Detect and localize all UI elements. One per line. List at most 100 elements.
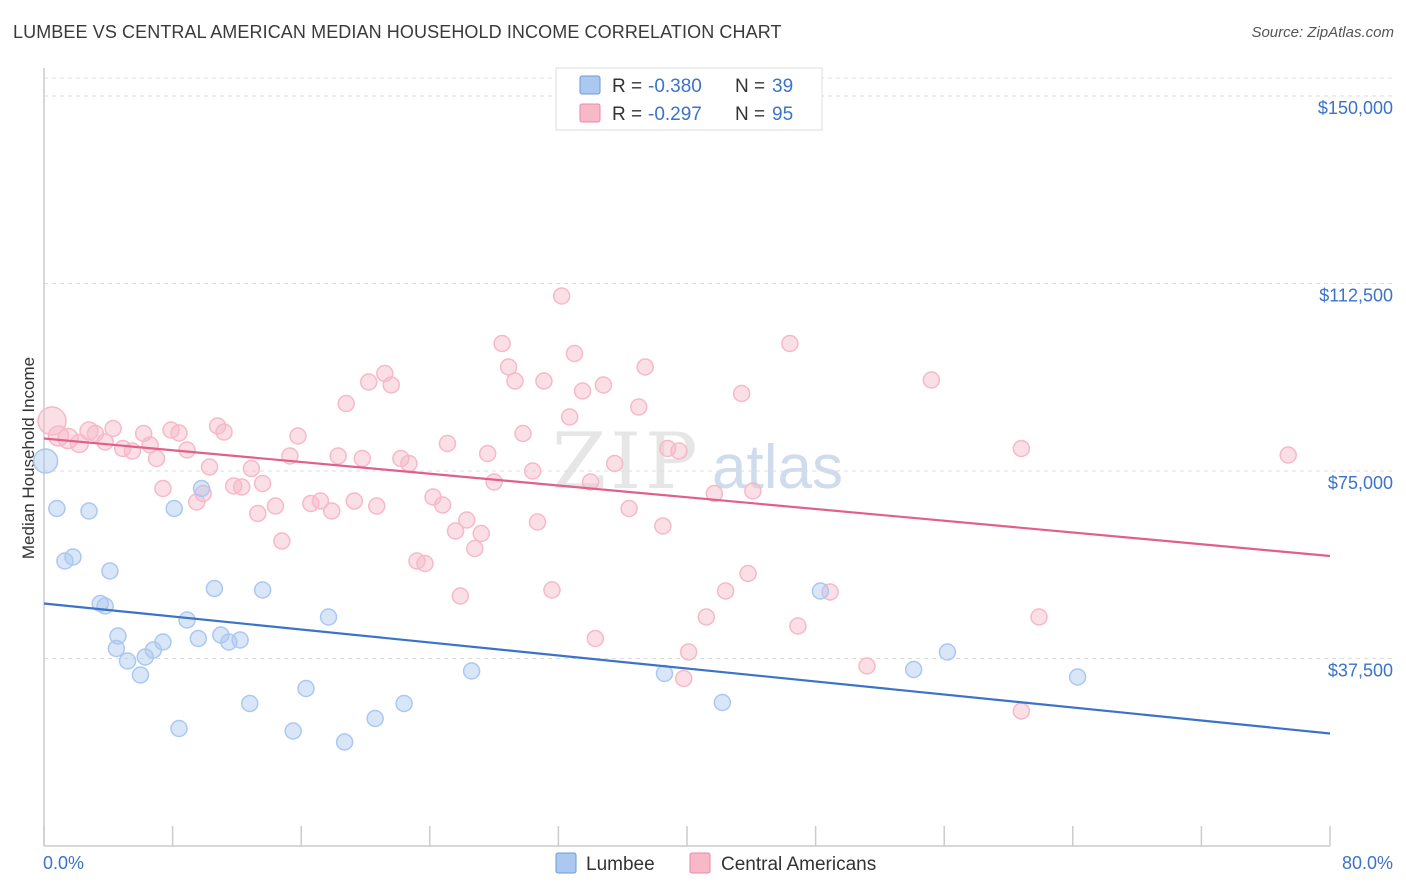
- legend-swatch-central-americans: [579, 103, 601, 123]
- y-tick-labels: $37,500 $75,000 $112,500 $150,000: [1318, 98, 1393, 681]
- data-point-lumbee: [713, 693, 732, 712]
- legend-top: R = -0.380 N = 39 R = -0.297 N = 95: [555, 67, 823, 131]
- data-point-lumbee: [109, 627, 127, 645]
- y-tick-label: $112,500: [1319, 286, 1393, 306]
- data-point-lumbee: [1068, 668, 1087, 686]
- data-point-lumbee: [32, 448, 59, 474]
- data-point-central-americans: [789, 617, 807, 635]
- data-point-central-americans: [451, 587, 470, 605]
- data-point-central-americans: [594, 376, 613, 394]
- data-point-central-americans: [499, 358, 518, 376]
- data-point-central-americans: [266, 497, 285, 515]
- y-tick-label: $37,500: [1328, 661, 1393, 681]
- legend-n-label-lumbee: N =: [735, 76, 765, 97]
- legend-swatch-lumbee: [579, 75, 601, 95]
- data-point-central-americans: [170, 424, 188, 442]
- watermark: ZIP atlas: [552, 417, 843, 507]
- data-point-central-americans: [400, 454, 418, 473]
- data-point-lumbee: [319, 608, 338, 626]
- data-point-lumbee: [205, 579, 224, 598]
- data-point-lumbee: [107, 639, 126, 658]
- data-point-central-americans: [416, 554, 434, 573]
- data-point-central-americans: [697, 608, 716, 626]
- data-point-central-americans: [232, 478, 251, 496]
- data-point-central-americans: [104, 419, 122, 438]
- data-point-lumbee: [154, 633, 172, 651]
- data-point-central-americans: [289, 427, 307, 445]
- data-point-central-americans: [858, 657, 876, 675]
- data-point-central-americans: [506, 372, 524, 390]
- bottom-legend-label-central-americans: Central Americans: [721, 854, 876, 875]
- watermark-atlas: atlas: [712, 433, 843, 502]
- data-point-central-americans: [679, 643, 698, 661]
- data-point-central-americans: [382, 376, 400, 394]
- data-point-lumbee: [655, 664, 674, 683]
- data-point-lumbee: [80, 502, 98, 520]
- data-point-central-americans: [446, 522, 465, 540]
- data-point-central-americans: [744, 482, 762, 500]
- data-points: [32, 287, 1297, 751]
- data-point-central-americans: [732, 384, 751, 403]
- data-point-central-americans: [493, 334, 511, 353]
- data-point-central-americans: [1279, 446, 1297, 464]
- y-tick-label: $75,000: [1328, 473, 1393, 493]
- trend-line-lumbee: [43, 602, 1331, 735]
- data-point-lumbee: [241, 694, 259, 713]
- data-point-lumbee: [284, 722, 302, 740]
- data-point-lumbee: [64, 548, 82, 566]
- data-point-central-americans: [466, 539, 484, 558]
- trend-line-central-americans: [43, 437, 1331, 558]
- data-point-central-americans: [670, 442, 688, 460]
- data-point-central-americans: [37, 406, 67, 436]
- data-point-lumbee: [170, 719, 188, 738]
- data-point-central-americans: [739, 564, 757, 583]
- watermark-zip: ZIP: [552, 417, 702, 507]
- data-point-lumbee: [178, 611, 196, 629]
- data-point-central-americans: [620, 499, 638, 518]
- data-point-lumbee: [48, 499, 66, 518]
- data-point-central-americans: [1030, 608, 1048, 626]
- legend-n-value-lumbee: 39: [772, 76, 793, 97]
- data-point-central-americans: [368, 497, 386, 515]
- bottom-legend-swatch-lumbee: [555, 852, 577, 874]
- data-point-lumbee: [904, 660, 923, 679]
- data-point-central-americans: [581, 473, 600, 491]
- data-point-lumbee: [192, 479, 211, 498]
- data-point-central-americans: [472, 524, 490, 543]
- data-point-central-americans: [253, 474, 272, 493]
- data-point-lumbee: [462, 662, 481, 680]
- data-point-central-americans: [630, 398, 648, 416]
- data-point-central-americans: [96, 433, 114, 451]
- data-point-central-americans: [273, 532, 291, 550]
- data-point-central-americans: [543, 581, 561, 599]
- data-point-central-americans: [249, 504, 267, 523]
- data-point-central-americans: [654, 517, 672, 535]
- data-point-lumbee: [165, 499, 183, 518]
- data-point-lumbee: [366, 709, 384, 728]
- data-point-lumbee: [811, 582, 830, 600]
- data-point-central-americans: [586, 629, 605, 648]
- data-point-central-americans: [353, 449, 372, 468]
- data-point-central-americans: [552, 287, 571, 305]
- data-point-central-americans: [781, 334, 799, 353]
- data-point-central-americans: [322, 502, 341, 520]
- x-tick-label-min: 0.0%: [43, 853, 84, 873]
- y-tick-label: $150,000: [1318, 98, 1393, 118]
- data-point-central-americans: [337, 394, 355, 413]
- data-point-central-americans: [573, 382, 592, 400]
- data-point-central-americans: [433, 496, 452, 514]
- data-point-central-americans: [208, 417, 227, 435]
- legend-r-label-central-americans: R =: [612, 104, 642, 125]
- data-point-central-americans: [716, 582, 735, 600]
- data-point-central-americans: [154, 479, 172, 498]
- data-point-central-americans: [636, 358, 654, 376]
- data-point-central-americans: [705, 484, 724, 503]
- data-point-central-americans: [922, 371, 941, 389]
- bottom-legend-swatch-central-americans: [689, 852, 711, 874]
- data-point-lumbee: [395, 694, 413, 713]
- data-point-central-americans: [329, 447, 347, 465]
- data-point-central-americans: [345, 492, 363, 510]
- grid-lines: [44, 77, 1395, 659]
- data-point-central-americans: [514, 424, 532, 443]
- legend-n-value-central-americans: 95: [772, 104, 793, 125]
